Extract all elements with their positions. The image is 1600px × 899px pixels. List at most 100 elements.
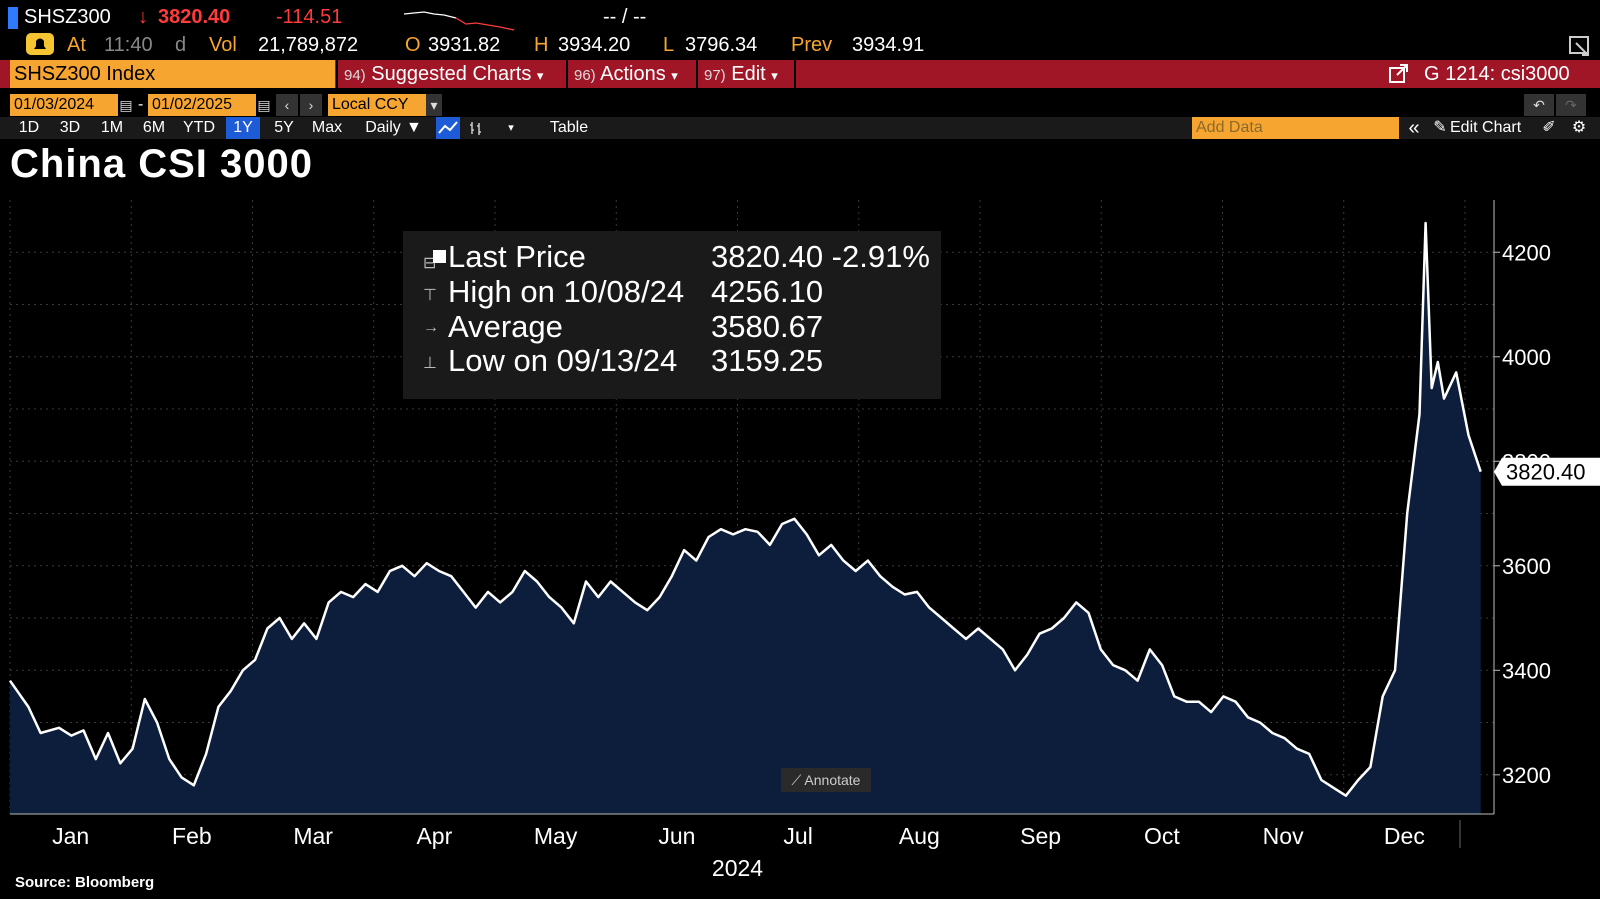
y-tick-label: 3200 xyxy=(1502,763,1551,788)
source-label: Source: Bloomberg xyxy=(15,874,155,891)
legend-box: ⊟ Last Price 3820.40 -2.91% ⊤ High on 10… xyxy=(403,231,941,399)
collapse-icon[interactable]: « xyxy=(1408,117,1420,139)
period-6m[interactable]: 6M xyxy=(142,119,166,136)
price-change: -114.51 xyxy=(276,6,343,28)
x-tick-label: Aug xyxy=(899,823,940,849)
y-tick-label: 3600 xyxy=(1502,554,1551,579)
period-3d[interactable]: 3D xyxy=(59,119,81,136)
x-tick-label: Feb xyxy=(172,823,212,849)
last-price-tag-label: 3820.40 xyxy=(1506,460,1586,485)
chevron-down-icon: ▾ xyxy=(536,68,544,83)
quote-stats: At 11:40 d Vol 21,789,872 O 3931.82 H 39… xyxy=(0,30,1600,58)
sparkline xyxy=(404,11,515,31)
chevron-down-icon[interactable]: ▾ xyxy=(508,122,514,134)
edit-menu[interactable]: 97) Edit ▾ xyxy=(704,60,778,88)
suggested-label: Suggested Charts xyxy=(371,63,532,85)
y-tick-label: 3400 xyxy=(1502,658,1551,683)
legend-label: High on 10/08/24 xyxy=(448,274,685,309)
period-max[interactable]: Max xyxy=(311,119,343,136)
legend-label: Low on 09/13/24 xyxy=(448,343,678,378)
suggested-number: 94) xyxy=(344,67,366,84)
vol-label: Vol xyxy=(209,34,237,56)
open-value: 3931.82 xyxy=(428,34,501,56)
chevron-down-icon[interactable]: ▾ xyxy=(426,94,442,116)
quote-line: SHSZ300 ↓ 3820.40 -114.51 -- / -- xyxy=(0,2,1600,31)
at-label: At xyxy=(67,34,86,56)
line-chart-icon[interactable] xyxy=(436,117,460,139)
menu-divider xyxy=(336,60,338,88)
menu-divider xyxy=(566,60,568,88)
price-chart[interactable]: 3200340036003800400042003820.40 JanFebMa… xyxy=(0,190,1600,899)
y-tick-label: 4000 xyxy=(1502,345,1551,370)
x-tick-label: Jun xyxy=(658,823,695,849)
pencil-icon: ✎ xyxy=(1433,119,1447,136)
frequency-select[interactable]: Daily xyxy=(365,119,401,136)
x-tick-label: Jul xyxy=(783,823,812,849)
edit-label: Edit xyxy=(731,63,766,85)
prev-period-button[interactable]: ‹ xyxy=(276,94,298,116)
low-marker-icon: ⊥ xyxy=(423,355,437,372)
legend-label: Average xyxy=(448,309,563,344)
calendar-icon[interactable]: ▤ xyxy=(256,94,272,116)
start-date-input[interactable]: 01/03/2024 xyxy=(10,94,118,116)
table-button[interactable]: Table xyxy=(549,119,589,136)
annotate-label: Annotate xyxy=(804,772,861,788)
ticker-symbol: SHSZ300 xyxy=(24,6,111,28)
period-ytd[interactable]: YTD xyxy=(183,119,215,136)
actions-menu[interactable]: 96) Actions ▾ xyxy=(574,60,678,88)
chart-title: China CSI 3000 xyxy=(10,142,314,186)
last-price: 3820.40 xyxy=(158,6,231,28)
high-label: H xyxy=(534,34,549,56)
legend-value: 3580.67 xyxy=(711,309,824,344)
alert-bell-icon[interactable] xyxy=(26,33,54,55)
chart-id: G 1214: csi3000 xyxy=(1424,63,1570,85)
volume-value: 21,789,872 xyxy=(258,34,359,56)
period-1d[interactable]: 1D xyxy=(18,119,40,136)
high-value: 3934.20 xyxy=(558,34,631,56)
annotate-button[interactable]: ⟋ Annotate xyxy=(781,768,871,792)
down-arrow-icon: ↓ xyxy=(138,6,148,28)
x-tick-label: Mar xyxy=(293,823,333,849)
x-tick-label: Nov xyxy=(1263,823,1304,849)
calendar-icon[interactable]: ▤ xyxy=(118,94,134,116)
chevron-down-icon: ▾ xyxy=(671,68,678,83)
security-field[interactable]: SHSZ300 Index xyxy=(10,60,335,88)
legend-value: 4256.10 xyxy=(711,274,824,309)
redo-icon[interactable]: ↷ xyxy=(1556,94,1586,116)
prev-value: 3934.91 xyxy=(852,34,925,56)
last-price-tag xyxy=(1494,457,1600,486)
high-marker-icon: ⊤ xyxy=(423,287,437,304)
currency-select[interactable]: Local CCY xyxy=(328,94,426,116)
average-marker-icon: → xyxy=(423,319,439,336)
prev-label: Prev xyxy=(791,34,833,56)
bar-chart-icon[interactable] xyxy=(466,117,486,139)
x-tick-label: Dec xyxy=(1384,823,1425,849)
external-link-icon[interactable] xyxy=(1388,64,1410,84)
chevron-down-icon[interactable]: ▼ xyxy=(406,119,422,136)
quote-time: 11:40 xyxy=(104,34,153,56)
legend-value: 3159.25 xyxy=(711,343,824,378)
x-tick-label: Jan xyxy=(52,823,89,849)
period-1m[interactable]: 1M xyxy=(100,119,124,136)
suggested-charts-menu[interactable]: 94) Suggested Charts ▾ xyxy=(344,60,543,88)
edit-chart-button[interactable]: Edit Chart xyxy=(1450,119,1522,136)
chart-edit-icon[interactable]: ✐ xyxy=(1542,119,1556,136)
actions-number: 96) xyxy=(574,67,596,84)
undo-icon[interactable]: ↶ xyxy=(1524,94,1554,116)
x-tick-label: May xyxy=(534,823,578,849)
x-tick-label: Apr xyxy=(416,823,452,849)
period-1y[interactable]: 1Y xyxy=(226,117,260,139)
x-tick-label: Oct xyxy=(1144,823,1180,849)
gear-icon[interactable]: ⚙ xyxy=(1571,119,1587,136)
quote-flag: d xyxy=(175,34,187,56)
end-date-input[interactable]: 01/02/2025 xyxy=(148,94,256,116)
next-period-button[interactable]: › xyxy=(300,94,322,116)
period-5y[interactable]: 5Y xyxy=(274,119,294,136)
popout-icon[interactable] xyxy=(1568,35,1592,57)
legend-value: 3820.40 -2.91% xyxy=(711,239,930,274)
low-value: 3796.34 xyxy=(685,34,758,56)
actions-label: Actions xyxy=(600,63,666,85)
add-data-input[interactable]: Add Data xyxy=(1192,117,1399,139)
legend-label: Last Price xyxy=(448,239,586,274)
bid-ask-range: -- / -- xyxy=(603,6,647,28)
